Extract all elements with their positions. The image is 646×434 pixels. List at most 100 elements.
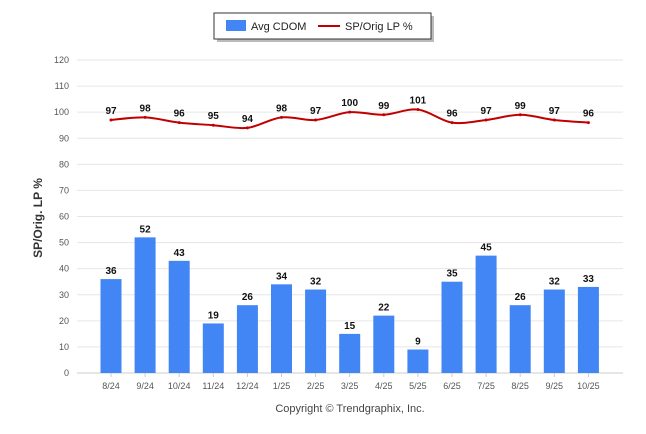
line-data-label: 96: [583, 109, 595, 120]
line-data-label: 98: [140, 103, 152, 114]
x-tick-label: 11/24: [202, 381, 224, 391]
bar-avg-cdom: [407, 349, 429, 373]
bar-avg-cdom: [202, 323, 224, 373]
x-tick-label: 6/25: [443, 381, 461, 391]
x-tick-label: 2/25: [307, 381, 325, 391]
bar-data-label: 32: [549, 277, 561, 288]
bar-data-label: 52: [140, 224, 152, 235]
y-tick-label: 0: [64, 368, 69, 378]
legend-label-avg-cdom: Avg CDOM: [251, 21, 306, 33]
line-point: [450, 121, 454, 125]
bar-data-label: 26: [242, 292, 254, 303]
x-tick-label: 5/25: [409, 381, 427, 391]
line-data-label: 99: [515, 101, 527, 112]
line-point: [314, 118, 318, 122]
x-tick-label: 9/25: [546, 381, 564, 391]
bar-data-label: 19: [208, 310, 220, 321]
bar-data-label: 36: [105, 266, 117, 277]
x-tick-label: 12/24: [236, 381, 259, 391]
line-data-label: 97: [105, 106, 117, 117]
bar-avg-cdom: [271, 284, 292, 373]
line-data-label: 100: [341, 98, 358, 109]
bar-avg-cdom: [305, 289, 327, 373]
y-tick-label: 30: [59, 290, 69, 300]
line-data-label: 99: [378, 101, 390, 112]
bar-avg-cdom: [168, 260, 190, 373]
bar-data-label: 26: [515, 292, 527, 303]
bar-data-label: 9: [415, 337, 421, 348]
bar-series: 36 52 43 19 26 34 32 15 22 9 35 45 26 32 33: [100, 224, 599, 373]
bar-avg-cdom: [134, 237, 156, 373]
line-data-label: 95: [208, 111, 220, 122]
line-data-label: 96: [174, 109, 186, 120]
bar-avg-cdom: [100, 279, 122, 373]
y-tick-label: 60: [59, 212, 69, 222]
y-tick-label: 100: [54, 107, 69, 117]
bar-data-label: 35: [446, 269, 458, 280]
x-tick-label: 3/25: [341, 381, 359, 391]
line-data-label: 97: [549, 106, 561, 117]
x-tick-label: 10/24: [168, 381, 191, 391]
line-data-label: 101: [410, 96, 427, 107]
legend-swatch-avg-cdom: [226, 20, 246, 31]
bar-data-label: 43: [174, 248, 186, 259]
line-point: [177, 121, 181, 125]
line-data-label: 96: [446, 109, 458, 120]
bar-avg-cdom: [509, 305, 531, 373]
line-point: [245, 126, 249, 130]
y-tick-label: 90: [59, 133, 69, 143]
copyright-footer: Copyright © Trendgraphix, Inc.: [275, 403, 424, 415]
line-data-label: 98: [276, 103, 288, 114]
line-series: 97 98 96 95 94 98 97 100 99 101 96 97 99 97 96: [105, 96, 594, 130]
legend-label-sp-orig: SP/Orig LP %: [345, 21, 413, 33]
y-tick-label: 80: [59, 159, 69, 169]
line-point: [348, 110, 352, 114]
line-point: [280, 115, 283, 119]
line-point: [518, 113, 522, 117]
line-point: [211, 123, 215, 127]
gridlines: [77, 59, 623, 374]
bar-avg-cdom: [236, 305, 258, 373]
y-tick-label: 70: [59, 185, 69, 195]
x-tick-label: 7/25: [477, 381, 495, 391]
x-tick-label: 9/24: [136, 381, 154, 391]
bar-avg-cdom: [373, 315, 395, 373]
y-tick-label: 120: [54, 55, 69, 65]
bar-data-label: 22: [378, 303, 390, 314]
line-point: [586, 121, 590, 125]
bar-data-label: 33: [583, 274, 595, 285]
x-tick-label: 1/25: [273, 381, 291, 391]
bar-data-label: 45: [481, 243, 493, 254]
legend: Avg CDOM SP/Orig LP %: [213, 12, 434, 42]
line-point: [552, 118, 556, 122]
line-point: [143, 115, 147, 119]
y-tick-label: 20: [59, 316, 69, 326]
bar-avg-cdom: [475, 255, 497, 373]
x-tick-label: 8/25: [511, 381, 529, 391]
y-tick-label: 110: [55, 81, 69, 91]
line-point: [416, 108, 420, 112]
bar-data-label: 32: [310, 277, 322, 288]
line-data-label: 97: [481, 106, 493, 117]
bar-avg-cdom: [339, 333, 361, 373]
y-tick-label: 50: [59, 238, 69, 248]
line-point: [484, 118, 488, 122]
line-data-label: 97: [310, 106, 322, 117]
bar-data-label: 15: [344, 321, 356, 332]
x-tick-label: 10/25: [577, 381, 600, 391]
y-tick-label: 10: [59, 342, 69, 352]
line-point: [109, 118, 113, 122]
y-axis-label: SP/Orig. LP %: [31, 178, 45, 258]
x-tick-label: 8/24: [102, 381, 120, 391]
y-tick-label: 40: [59, 264, 69, 274]
y-axis-ticks: 0 10 20 30 40 50 60 70 80 90 100 110 120: [54, 55, 69, 378]
bar-data-label: 34: [276, 271, 288, 282]
bar-avg-cdom: [543, 289, 565, 373]
bar-avg-cdom: [577, 286, 599, 373]
line-point: [382, 113, 386, 117]
x-axis-ticks: 8/24 9/24 10/24 11/24 12/24 1/25 2/25 3/25 4/25 5…: [102, 373, 600, 391]
line-data-label: 94: [242, 114, 254, 125]
bar-avg-cdom: [441, 281, 463, 373]
x-tick-label: 4/25: [375, 381, 393, 391]
